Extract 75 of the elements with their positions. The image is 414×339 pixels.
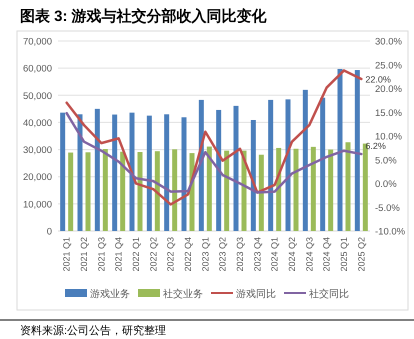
y2-tick-label: -5.0% — [375, 202, 400, 214]
x-tick-label: 2022 Q4 — [183, 237, 193, 272]
bar — [112, 114, 118, 231]
data-label: 22.0% — [365, 74, 391, 84]
bar — [164, 114, 170, 231]
y-tick-label: 30,000 — [22, 145, 52, 156]
bar — [320, 98, 326, 231]
y2-tick-label: 5.0% — [375, 155, 398, 166]
y2-tick-label: -10.0% — [375, 226, 406, 238]
bar — [328, 150, 334, 231]
x-tick-label: 2024 Q1 — [270, 237, 280, 272]
legend-label: 游戏业务 — [90, 288, 130, 300]
y2-tick-label: 15.0% — [375, 108, 402, 119]
x-tick-label: 2024 Q4 — [322, 237, 332, 272]
y2-tick-label: 20.0% — [375, 84, 402, 95]
x-tick-label: 2023 Q1 — [200, 237, 210, 272]
bar — [146, 116, 152, 231]
text: 资料来源:公司公告，研究整理 — [20, 324, 166, 337]
x-tick-label: 2025 Q2 — [356, 237, 366, 272]
bar — [102, 149, 108, 231]
line-series — [65, 112, 363, 194]
bar — [86, 152, 90, 231]
x-tick-label: 2024 Q2 — [287, 237, 297, 272]
bar — [234, 106, 238, 231]
bar — [154, 151, 160, 231]
legend-label: 社交业务 — [163, 288, 203, 300]
bar — [346, 142, 350, 231]
bar — [138, 152, 142, 231]
bar — [224, 150, 230, 231]
x-tick-label: 2022 Q2 — [148, 237, 158, 272]
x-tick-label: 2024 Q3 — [304, 237, 314, 272]
x-tick-label: 2022 Q1 — [131, 237, 141, 272]
y2-tick-label: 30.0% — [375, 36, 402, 48]
x-tick-label: 2023 Q4 — [252, 237, 262, 272]
y-tick-label: 60,000 — [22, 64, 52, 75]
bar — [258, 154, 264, 231]
bar — [60, 112, 66, 231]
y-tick-label: 50,000 — [22, 90, 52, 102]
bar — [172, 149, 178, 231]
bar — [302, 90, 308, 231]
x-tick-label: 2023 Q3 — [235, 237, 245, 272]
x-tick-label: 2021 Q2 — [79, 237, 89, 272]
x-tick-label: 2021 Q3 — [96, 237, 106, 272]
bar — [338, 68, 342, 231]
bar — [120, 152, 126, 231]
y2-tick-label: 0.0% — [375, 179, 398, 190]
bar — [268, 100, 274, 231]
line-series — [65, 69, 363, 206]
bar — [250, 120, 256, 231]
x-tick-label: 2021 Q1 — [62, 237, 72, 272]
y-tick-label: 10,000 — [22, 199, 52, 210]
y2-tick-label: 25.0% — [375, 60, 402, 72]
bar — [354, 70, 360, 231]
bar — [216, 110, 222, 231]
x-tick-label: 2023 Q2 — [218, 237, 228, 272]
bar — [294, 148, 298, 231]
x-tick-label: 2025 Q1 — [339, 237, 349, 272]
x-tick-label: 2021 Q4 — [114, 237, 124, 272]
bar — [286, 99, 290, 231]
chart-title: 图表 3: 游戏与社交分部收入同比变化 — [20, 7, 268, 25]
legend-label: 社交同比 — [309, 288, 349, 300]
bar — [206, 146, 212, 231]
y-tick-label: 0 — [46, 226, 52, 238]
y-tick-label: 20,000 — [22, 172, 52, 184]
bar — [68, 152, 74, 231]
bar — [310, 146, 316, 231]
bar — [182, 117, 186, 231]
y2-tick-label: 10.0% — [375, 132, 402, 142]
y-tick-label: 70,000 — [22, 36, 52, 48]
legend-label: 游戏同比 — [236, 288, 276, 300]
bar — [130, 112, 134, 231]
bar — [94, 108, 100, 231]
bar — [78, 114, 82, 231]
x-tick-label: 2022 Q3 — [166, 237, 176, 272]
y-tick-label: 40,000 — [22, 118, 52, 129]
